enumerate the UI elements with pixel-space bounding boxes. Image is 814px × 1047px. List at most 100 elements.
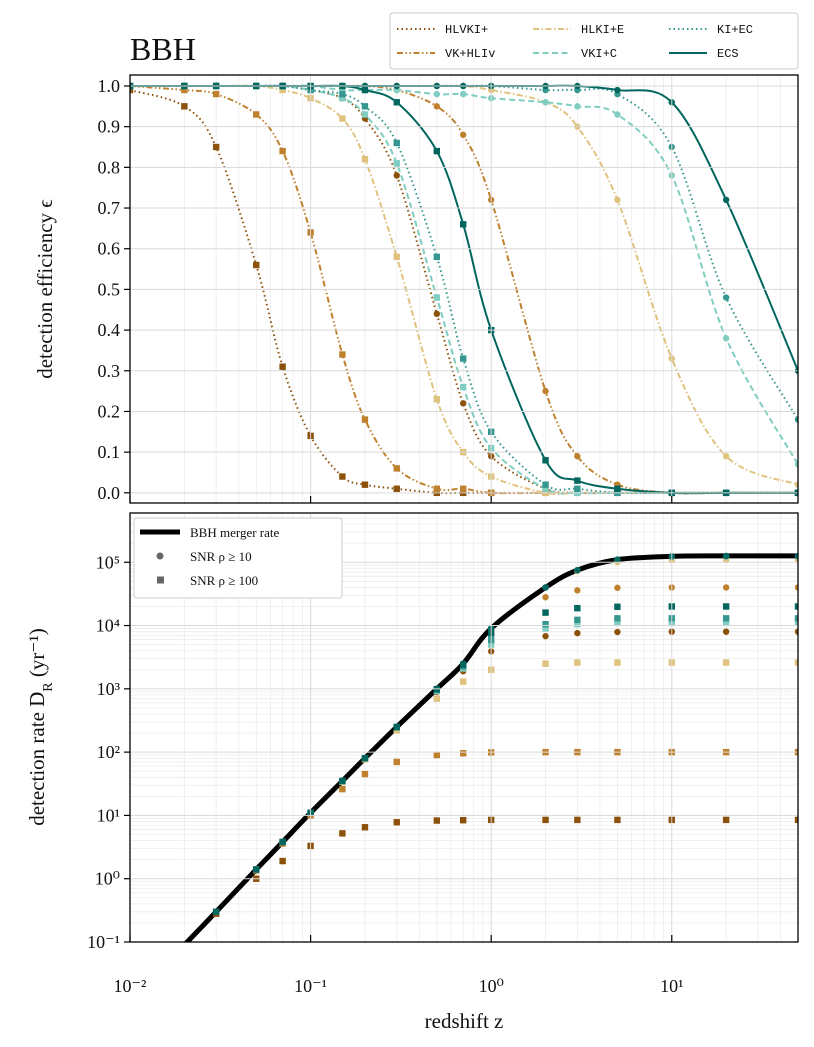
circle-marker xyxy=(183,941,186,942)
square-marker xyxy=(361,770,369,778)
y-axis-label: detection efficiency ϵ xyxy=(33,199,57,379)
legend-label: SNR ρ ≥ 10 xyxy=(190,549,252,564)
square-marker xyxy=(212,90,220,98)
circle-marker xyxy=(127,997,133,1003)
square-marker xyxy=(460,661,467,668)
square-marker xyxy=(339,830,346,837)
circle-marker xyxy=(460,90,467,98)
circle-marker xyxy=(722,294,730,301)
circle-marker xyxy=(183,941,186,942)
circle-marker xyxy=(460,400,467,407)
square-marker xyxy=(460,750,467,757)
square-marker xyxy=(393,723,400,731)
y-tick-label: 10⁴ xyxy=(96,616,120,636)
square-marker xyxy=(393,160,400,167)
circle-marker xyxy=(722,628,730,635)
square-marker xyxy=(542,609,549,616)
circle-marker xyxy=(542,387,549,395)
circle-marker xyxy=(183,941,186,942)
square-marker xyxy=(460,817,467,824)
circle-marker xyxy=(127,997,133,1003)
circle-marker xyxy=(794,416,798,423)
square-marker xyxy=(393,758,400,766)
legend-marker xyxy=(156,552,164,560)
circle-marker xyxy=(722,453,730,460)
circle-marker xyxy=(433,310,441,318)
square-marker xyxy=(127,997,133,1003)
square-marker xyxy=(542,485,549,492)
y-label-part: (yr⁻¹) xyxy=(25,628,49,682)
axes-frame xyxy=(129,74,799,504)
square-marker xyxy=(361,481,369,488)
efficiency-line xyxy=(130,89,798,495)
square-marker xyxy=(433,817,441,824)
square-marker xyxy=(361,111,369,118)
x-tick-label: 10⁻² xyxy=(114,976,147,996)
square-marker xyxy=(393,99,400,106)
square-marker xyxy=(393,465,400,472)
circle-marker xyxy=(542,99,549,106)
square-marker xyxy=(794,816,798,824)
square-marker xyxy=(574,616,581,624)
square-marker xyxy=(361,755,369,762)
x-tick-label: 10¹ xyxy=(660,976,683,996)
y-tick-label: 10⁰ xyxy=(95,869,120,889)
circle-marker xyxy=(433,90,441,98)
legend-label: SNR ρ ≥ 100 xyxy=(190,573,258,588)
circle-marker xyxy=(127,997,133,1003)
square-marker xyxy=(542,625,549,632)
circle-marker xyxy=(722,335,730,342)
circle-marker xyxy=(614,86,621,94)
legend-box xyxy=(389,12,799,70)
square-marker xyxy=(181,942,187,948)
square-marker xyxy=(433,751,441,759)
square-marker xyxy=(181,86,188,94)
square-marker xyxy=(614,816,621,824)
square-marker xyxy=(127,997,133,1003)
square-marker xyxy=(393,819,400,826)
square-marker xyxy=(722,659,730,666)
circle-marker xyxy=(722,552,730,560)
square-marker xyxy=(794,603,798,610)
square-marker xyxy=(614,619,621,627)
square-marker xyxy=(433,147,441,155)
square-marker xyxy=(794,615,798,622)
plot-area xyxy=(127,513,798,1003)
square-marker xyxy=(433,294,441,301)
square-marker xyxy=(722,816,730,824)
y-tick-label: 10³ xyxy=(97,679,121,699)
square-marker xyxy=(722,603,730,610)
square-marker xyxy=(542,457,549,464)
square-marker xyxy=(130,86,134,94)
square-marker xyxy=(212,143,220,151)
circle-marker xyxy=(794,584,798,591)
square-marker xyxy=(279,363,286,370)
square-marker xyxy=(361,824,369,831)
square-marker xyxy=(794,619,798,627)
square-marker xyxy=(460,355,467,362)
square-marker xyxy=(574,604,581,612)
y-tick-label: 10² xyxy=(97,742,120,762)
square-marker xyxy=(393,485,400,492)
circle-marker xyxy=(614,556,621,563)
square-marker xyxy=(542,481,549,488)
circle-marker xyxy=(127,997,133,1003)
square-marker xyxy=(181,941,188,942)
square-marker xyxy=(279,857,286,865)
x-axis-label: redshift z xyxy=(425,1009,504,1033)
legend-label: HLVKI+ xyxy=(445,23,488,37)
square-marker xyxy=(339,90,346,98)
square-marker xyxy=(614,615,621,622)
square-marker xyxy=(361,86,369,94)
square-marker xyxy=(361,156,369,163)
square-marker xyxy=(127,997,133,1003)
square-marker xyxy=(279,147,286,155)
circle-marker xyxy=(574,103,581,110)
legend-label: HLKI+E xyxy=(581,23,624,37)
circle-marker xyxy=(794,461,798,468)
square-marker xyxy=(127,997,133,1003)
square-marker xyxy=(181,941,188,942)
square-marker xyxy=(181,941,188,942)
circle-marker xyxy=(183,941,186,942)
